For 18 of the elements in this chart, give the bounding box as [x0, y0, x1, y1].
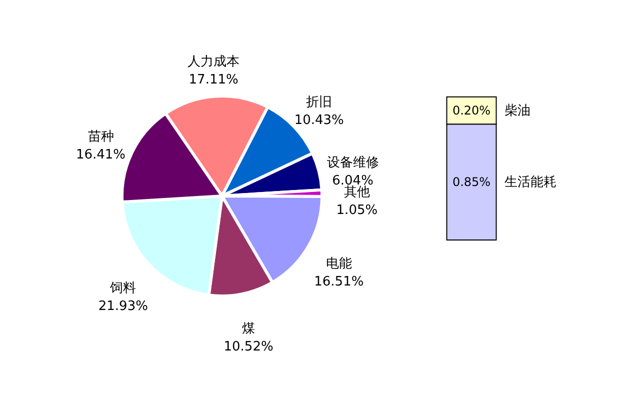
- data-label: 10.43%: [294, 113, 344, 128]
- data-label: 10.52%: [224, 339, 274, 354]
- slice-label: 煤: [242, 321, 256, 336]
- series-label: 柴油: [504, 103, 530, 118]
- data-label: 1.05%: [336, 203, 378, 218]
- data-label: 17.11%: [188, 72, 238, 88]
- slice-label: 电能: [326, 256, 352, 272]
- slice-label: 饲料: [109, 280, 136, 296]
- series-label: 生活能耗: [504, 175, 556, 190]
- data-label: 16.51%: [314, 274, 364, 290]
- data-label: 0.85%: [452, 175, 491, 190]
- data-label: 21.93%: [98, 298, 148, 314]
- data-label: 0.20%: [452, 103, 491, 118]
- data-label: 16.41%: [76, 148, 126, 163]
- slice-label: 设备维修: [326, 156, 379, 171]
- slice-label: 苗种: [88, 130, 114, 145]
- slice-label: 折旧: [306, 95, 332, 110]
- slice-label: 人力成本: [188, 54, 240, 70]
